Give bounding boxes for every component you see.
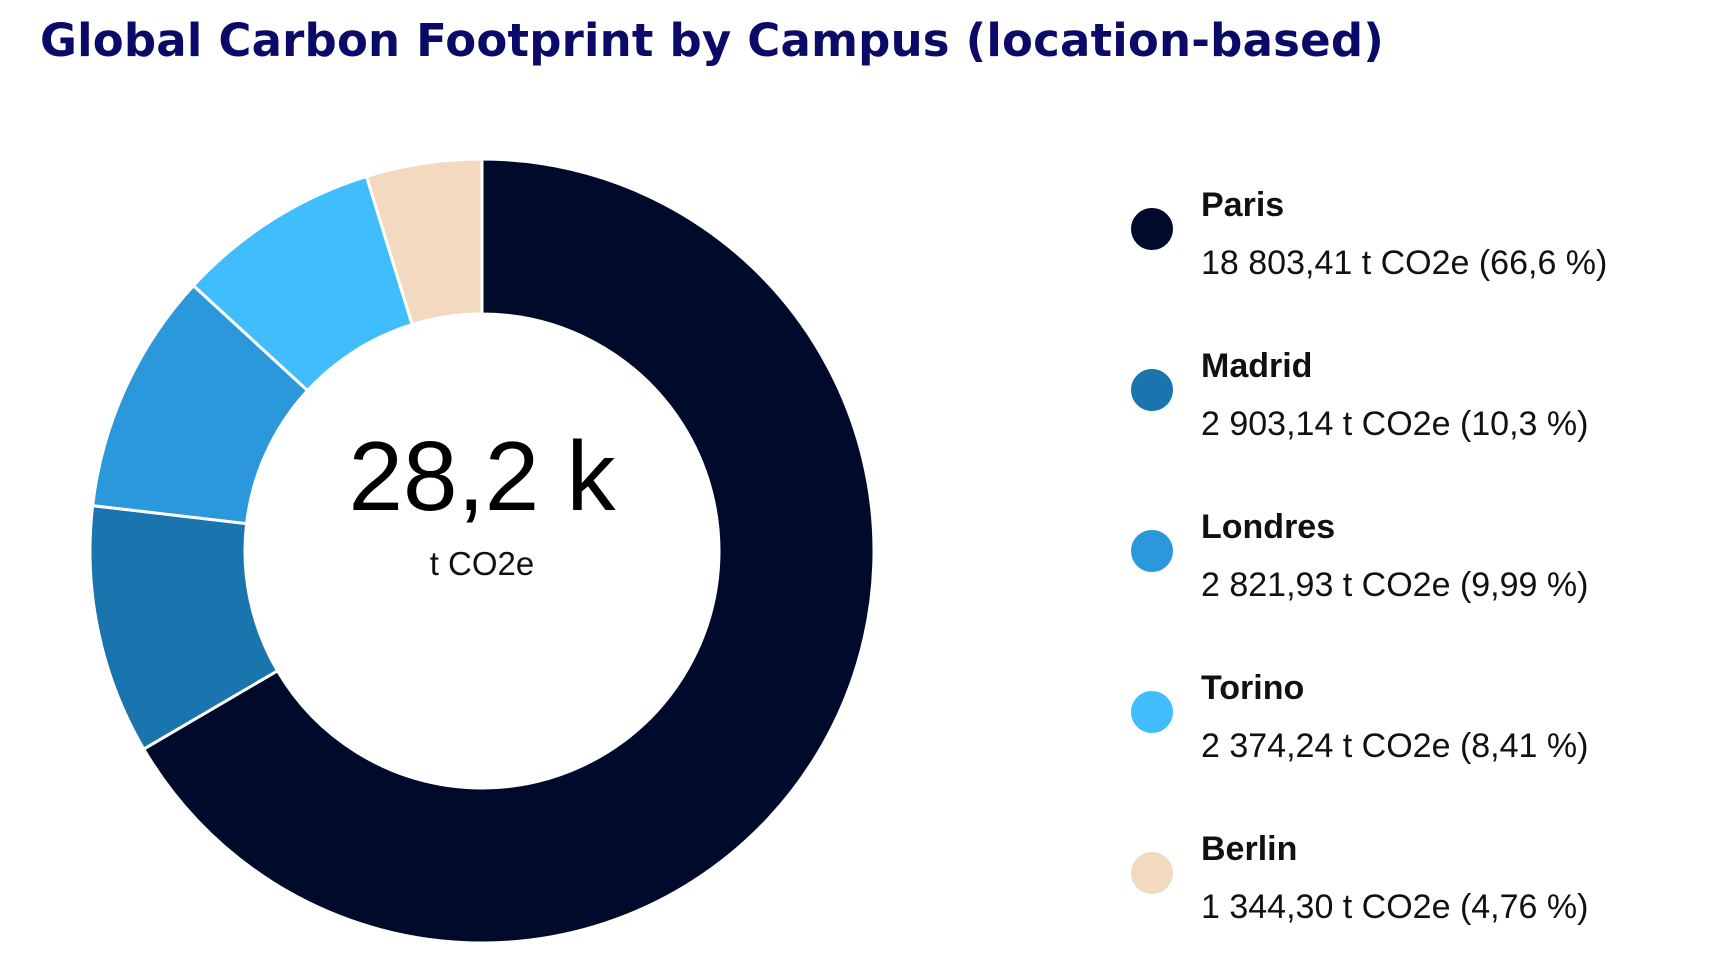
- donut-total-value: 28,2 k: [348, 421, 616, 531]
- legend-label: Berlin: [1201, 830, 1298, 868]
- legend-swatch-icon: [1131, 691, 1173, 733]
- legend-value: 2 374,24 t CO2e (8,41 %): [1201, 727, 1589, 765]
- legend-swatch-icon: [1131, 852, 1173, 894]
- legend-label: Madrid: [1201, 347, 1313, 385]
- legend-swatch-icon: [1131, 208, 1173, 250]
- legend: Paris 18 803,41 t CO2e (66,6 %) Madrid 2…: [1130, 0, 1710, 964]
- legend-label: Paris: [1201, 186, 1285, 224]
- donut-slices: [88, 157, 876, 945]
- legend-value: 18 803,41 t CO2e (66,6 %): [1201, 244, 1608, 282]
- legend-label: Torino: [1201, 669, 1305, 707]
- legend-item-madrid[interactable]: Madrid 2 903,14 t CO2e (10,3 %): [1130, 349, 1710, 469]
- legend-item-berlin[interactable]: Berlin 1 344,30 t CO2e (4,76 %): [1130, 832, 1710, 952]
- legend-item-torino[interactable]: Torino 2 374,24 t CO2e (8,41 %): [1130, 671, 1710, 791]
- legend-item-londres[interactable]: Londres 2 821,93 t CO2e (9,99 %): [1130, 510, 1710, 630]
- legend-swatch-icon: [1131, 530, 1173, 572]
- chart-title: Global Carbon Footprint by Campus (locat…: [40, 14, 1385, 67]
- legend-value: 2 821,93 t CO2e (9,99 %): [1201, 566, 1589, 604]
- donut-total-unit: t CO2e: [429, 545, 535, 582]
- donut-slice-berlin[interactable]: [364, 157, 484, 327]
- donut-slice-paris[interactable]: [141, 157, 876, 945]
- legend-swatch-icon: [1131, 369, 1173, 411]
- legend-label: Londres: [1201, 508, 1336, 546]
- legend-value: 2 903,14 t CO2e (10,3 %): [1201, 405, 1589, 443]
- legend-item-paris[interactable]: Paris 18 803,41 t CO2e (66,6 %): [1130, 188, 1710, 308]
- legend-value: 1 344,30 t CO2e (4,76 %): [1201, 888, 1589, 926]
